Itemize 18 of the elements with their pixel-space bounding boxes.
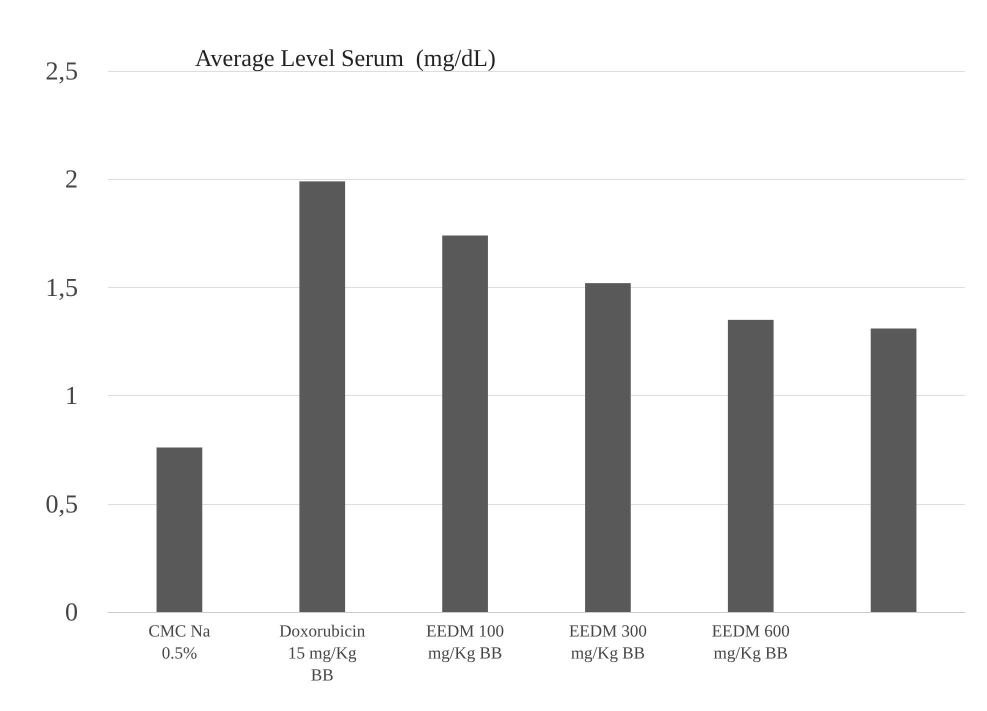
y-tick-label: 2: [65, 164, 78, 194]
bar: [585, 283, 631, 612]
y-tick-label: 2,5: [46, 56, 78, 86]
x-tick-label: EEDM 600 mg/Kg BB: [712, 622, 790, 662]
y-tick-label: 1: [65, 381, 78, 410]
bar: [156, 448, 202, 612]
bar: [870, 328, 916, 612]
bar: [299, 181, 346, 612]
x-tick-label: EEDM 100 mg/Kg BB: [426, 622, 504, 662]
y-tick-label: 0,5: [46, 489, 78, 518]
bar: [728, 320, 774, 612]
x-tick-label: CMC Na 0.5%: [148, 622, 211, 662]
y-tick-label: 1,5: [46, 272, 78, 302]
x-tick-label: EEDM 300 mg/Kg BB: [568, 622, 647, 662]
chart-title: Average Level Serum (mg/dL): [195, 46, 496, 72]
x-tick-label: Doxorubicin 15 mg/Kg BB: [279, 622, 366, 684]
y-tick-label: 0: [65, 598, 78, 626]
bar: [442, 235, 488, 612]
